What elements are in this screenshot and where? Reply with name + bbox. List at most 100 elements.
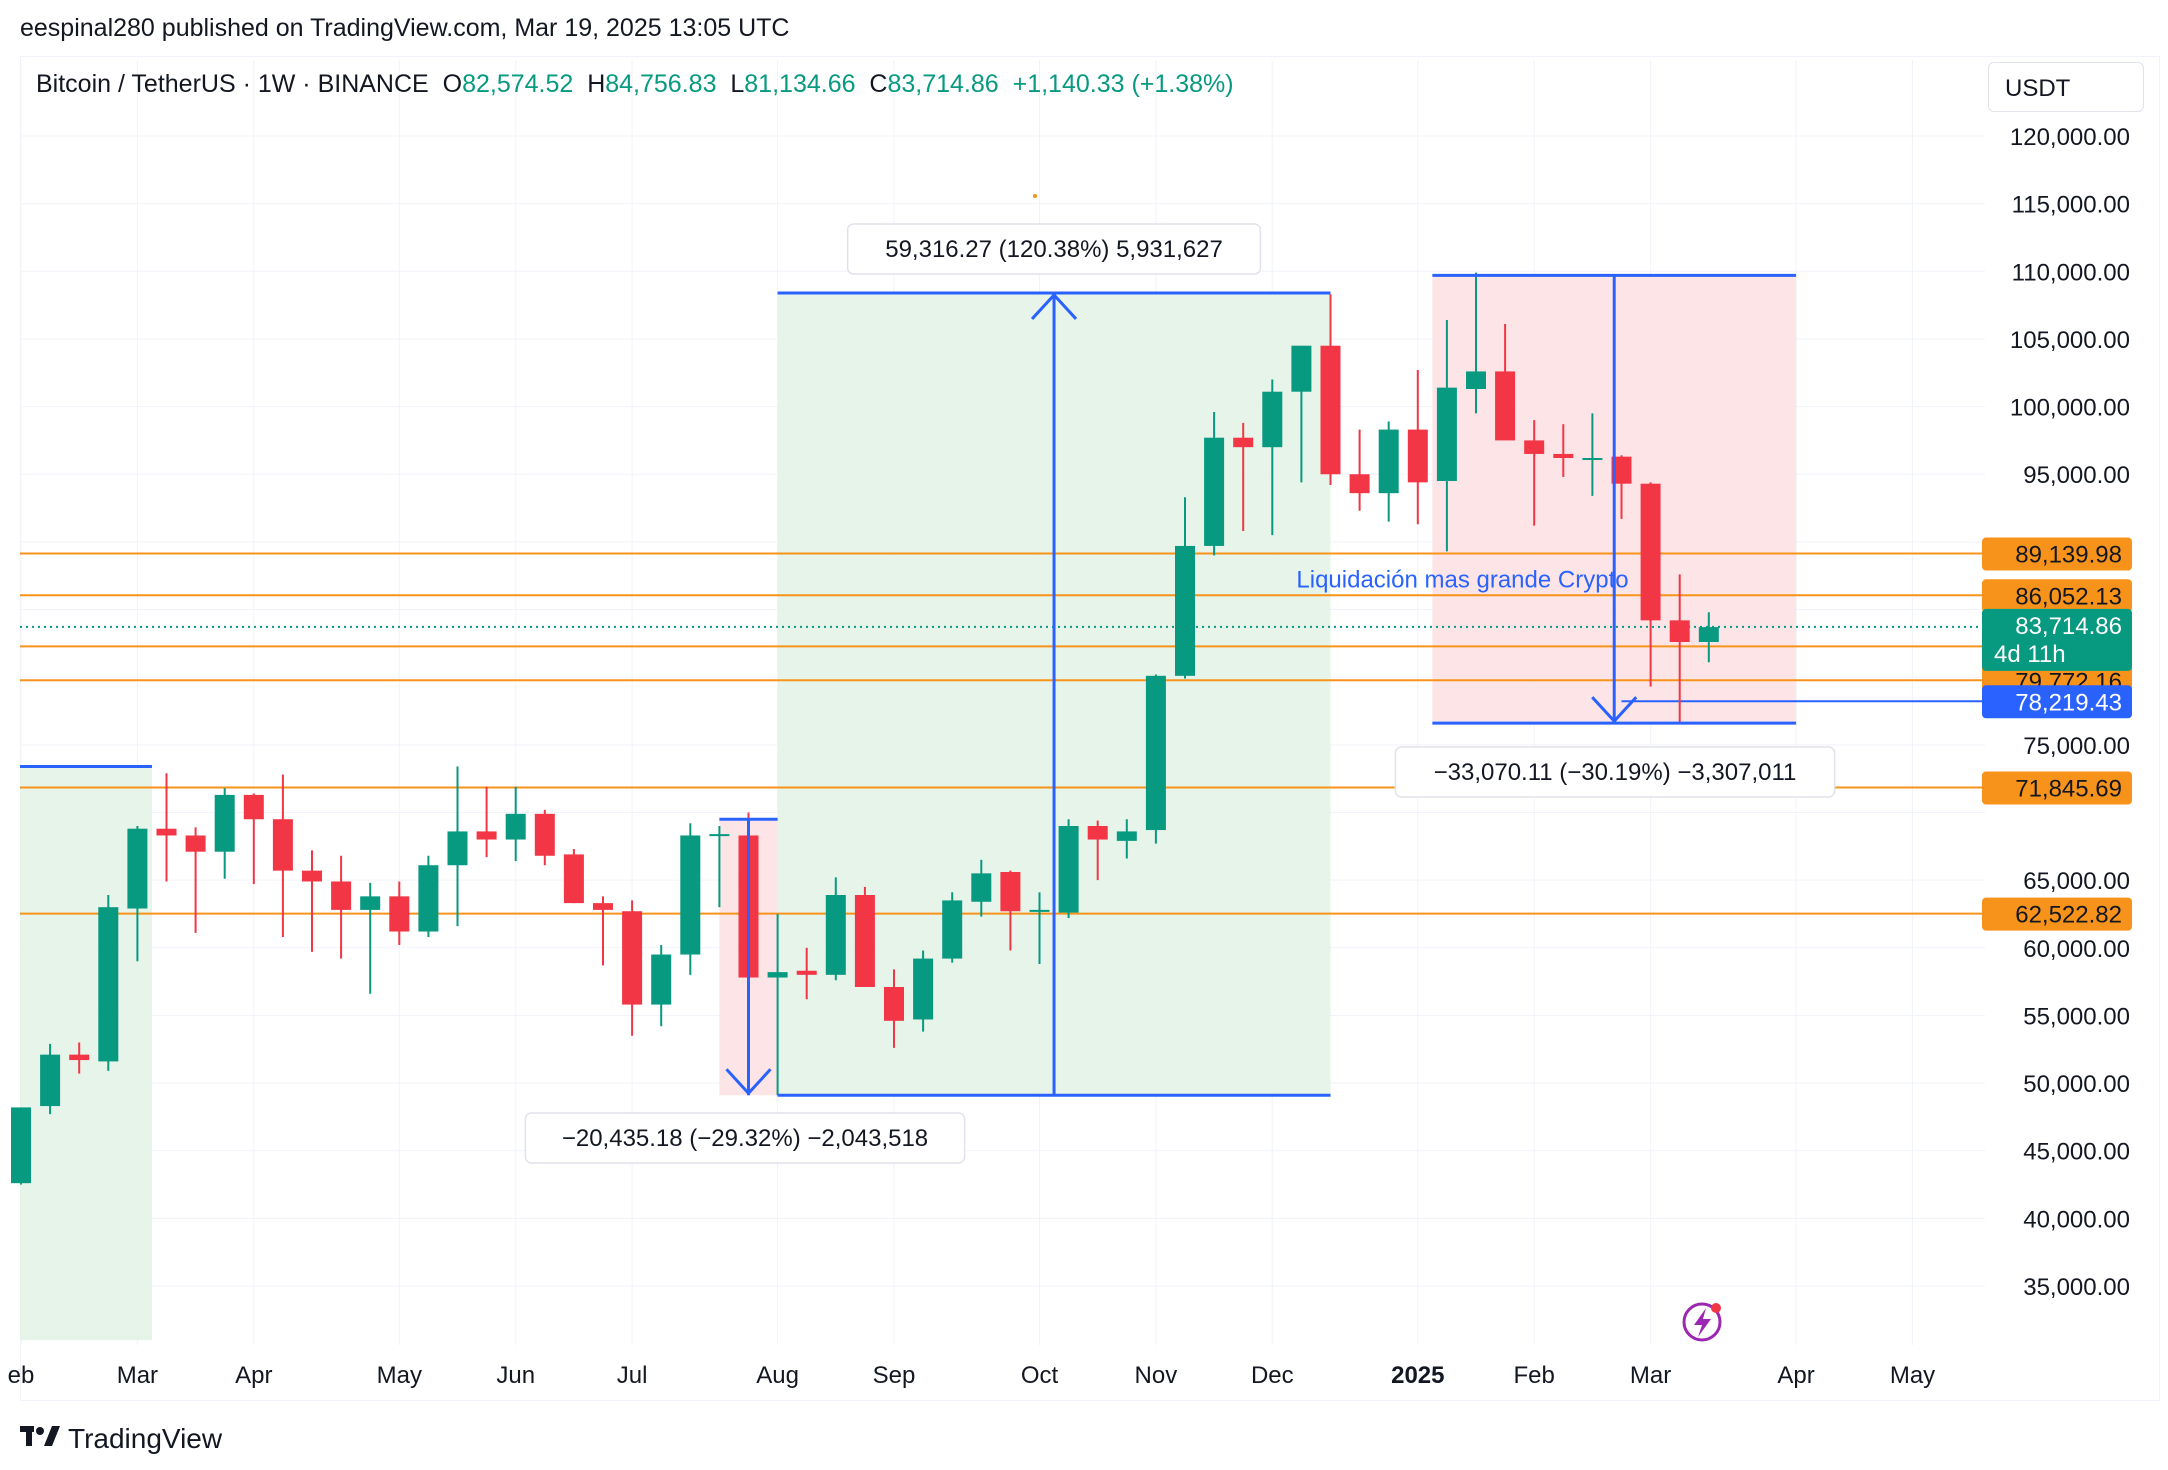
candle-body <box>1669 620 1690 642</box>
candle-body <box>418 865 439 932</box>
candle-body <box>884 987 904 1021</box>
candle-body <box>942 900 963 959</box>
price-tick-label: 50,000.00 <box>2023 1071 2130 1098</box>
candle-body <box>1000 872 1021 912</box>
price-tick-label: 60,000.00 <box>2023 936 2130 963</box>
countdown-text: 4d 11h <box>1994 641 2066 668</box>
price-tick-label: 120,000.00 <box>2010 124 2130 151</box>
open-label: O <box>442 70 463 98</box>
candle-body <box>1204 437 1225 546</box>
candle-body <box>1524 440 1545 454</box>
candle-body <box>40 1054 61 1107</box>
price-tag-4: 71,845.69 <box>1982 771 2132 805</box>
price-tag-0: 89,139.98 <box>1982 537 2132 571</box>
candle-body <box>505 813 526 840</box>
price-tag-text: 71,845.69 <box>2015 775 2122 802</box>
candle-body <box>1116 831 1137 841</box>
candle-body <box>476 831 497 840</box>
change-value: +1,140.33 (+1.38%) <box>1012 70 1234 98</box>
price-tick-label: 75,000.00 <box>2023 733 2130 760</box>
candle-body <box>1291 345 1312 392</box>
low-value: 81,134.66 <box>744 70 856 98</box>
candle-body <box>680 835 701 955</box>
price-tick-label: 55,000.00 <box>2023 1003 2130 1030</box>
candle-body <box>563 854 584 904</box>
price-tag-6: 78,219.43 <box>1982 685 2132 719</box>
measure-arrow-down <box>1591 696 1638 724</box>
candle-body <box>11 1107 31 1184</box>
time-tick-label: Jun <box>496 1362 535 1389</box>
tradingview-logo[interactable]: TradingView <box>20 1422 222 1456</box>
price-tag-bg <box>1982 771 2132 805</box>
price-tag-bg <box>1982 685 2132 719</box>
candles <box>11 272 1719 1185</box>
tradingview-wordmark: TradingView <box>68 1423 223 1454</box>
time-tick-label: Sep <box>873 1362 916 1389</box>
time-tick-label: Oct <box>1021 1362 1059 1389</box>
price-tag-text: 86,052.13 <box>2015 583 2122 610</box>
time-axis[interactable]: eb Mar Apr May Jun Jul Aug Sep Oct Nov Dec 2025 Feb M… <box>8 1362 1936 1389</box>
candle-body <box>302 870 322 882</box>
candle-body <box>1553 453 1574 458</box>
candle-body <box>1029 909 1050 912</box>
time-tick-label: Jul <box>617 1362 648 1389</box>
measure-arrow-down <box>725 1068 772 1096</box>
candle-body <box>1407 429 1428 483</box>
measure-lines <box>20 273 1797 1097</box>
price-tick-label: 110,000.00 <box>2012 259 2130 286</box>
price-tick-label: 100,000.00 <box>2010 395 2130 422</box>
candle-body <box>1233 437 1254 448</box>
symbol-legend: Bitcoin / TetherUS · 1W · BINANCE O82,57… <box>36 70 1234 99</box>
candle-body <box>69 1054 90 1061</box>
lightning-icon-bolt <box>1694 1308 1711 1337</box>
last-price-value: 83,714.86 <box>2015 613 2122 640</box>
time-tick-label: Feb <box>1514 1362 1555 1389</box>
candle-body <box>593 903 613 910</box>
annotation-text-0: Liquidación mas grande Crypto <box>1296 566 1628 593</box>
time-tick-label: Mar <box>117 1362 158 1389</box>
time-tick-label: May <box>1890 1362 1935 1389</box>
measure-label-drop-2-box <box>1394 746 1836 798</box>
price-tick-label: 40,000.00 <box>2023 1206 2130 1233</box>
candle-body <box>534 813 555 856</box>
price-tag-text: 89,139.98 <box>2015 542 2122 569</box>
candle-body <box>1175 545 1195 676</box>
candle-body <box>1640 483 1661 621</box>
symbol-name: Bitcoin / TetherUS · 1W · BINANCE <box>36 70 429 98</box>
candle-body <box>389 896 410 932</box>
candle-body <box>854 895 875 987</box>
high-value: 84,756.83 <box>605 70 717 98</box>
candle-body <box>622 911 643 1005</box>
currency-selector[interactable]: USDT <box>1988 62 2144 112</box>
candle-body <box>1466 371 1486 389</box>
measure-label-drop-1: −20,435.18 (−29.32%) −2,043,518 <box>524 1112 966 1164</box>
candle-body <box>272 819 293 871</box>
lightning-icon-dot <box>1711 1303 1721 1313</box>
time-tick-label: 2025 <box>1391 1362 1444 1389</box>
candle-body <box>360 896 381 910</box>
price-axis[interactable]: 35,000.00 40,000.00 45,000.00 50,000.00 55,0… <box>1982 124 2132 1301</box>
price-tick-label: 65,000.00 <box>2023 868 2130 895</box>
candle-body <box>331 881 352 910</box>
candle-body <box>185 835 206 852</box>
candle-body <box>1349 474 1370 494</box>
price-tick-label: 95,000.00 <box>2023 462 2130 489</box>
last-price-tag-bg <box>1982 608 2132 671</box>
candle-body <box>1436 387 1457 481</box>
candle-body <box>913 958 934 1020</box>
price-tag-text: 62,522.82 <box>2015 902 2122 929</box>
high-label: H <box>587 70 606 98</box>
tradingview-logo-icon <box>20 1422 60 1456</box>
time-tick-label: Apr <box>235 1362 272 1389</box>
price-tick-label: 45,000.00 <box>2023 1139 2130 1166</box>
candle-body <box>1262 391 1283 448</box>
candle-body <box>767 972 788 978</box>
marker-dot <box>1033 194 1037 198</box>
candle-body <box>1378 429 1399 494</box>
lightning-icon <box>1682 1302 1722 1342</box>
price-tag-bg <box>1982 897 2132 931</box>
candle-body <box>796 970 817 975</box>
low-label: L <box>730 70 745 98</box>
time-tick-label: Mar <box>1630 1362 1671 1389</box>
